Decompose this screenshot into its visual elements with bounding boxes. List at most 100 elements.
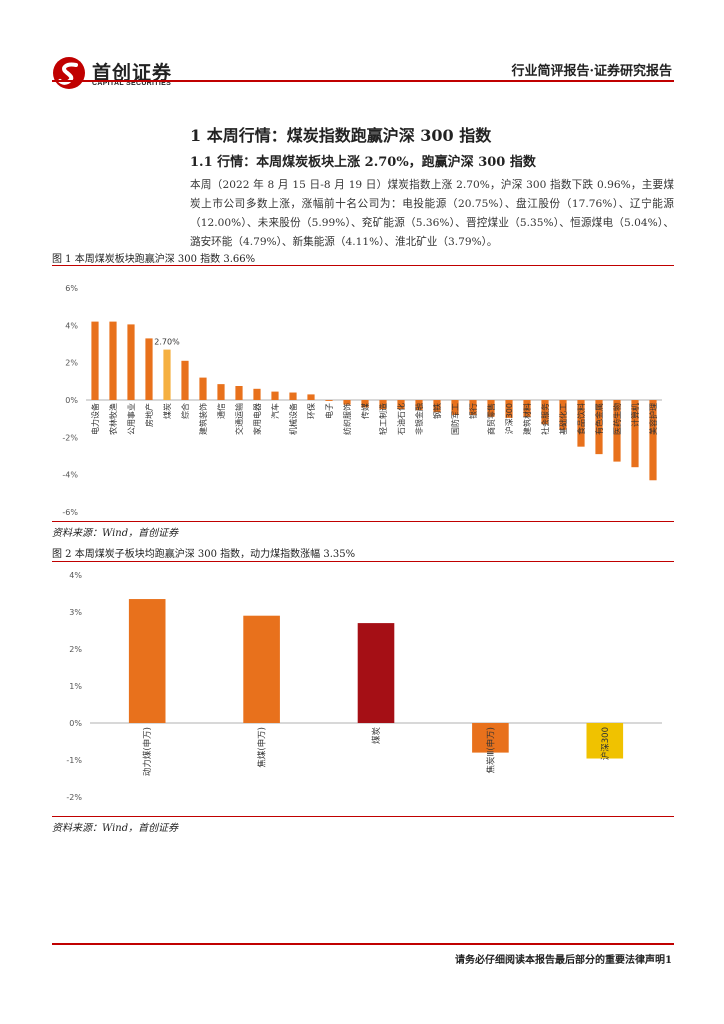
x-tick-label: 通信	[216, 403, 226, 419]
x-tick-label: 公用事业	[126, 403, 136, 435]
y-tick-label: 4%	[69, 571, 82, 580]
x-tick-label: 焦炭Ⅲ(申万)	[485, 727, 496, 774]
bar	[541, 400, 549, 425]
y-tick-label: 3%	[69, 608, 82, 617]
bar	[469, 400, 477, 415]
bar	[289, 392, 297, 400]
brand-name-en: CAPITAL SECURITIES	[92, 80, 172, 87]
bar	[271, 391, 279, 400]
brand-name-cn: 首创证券	[92, 62, 173, 84]
x-tick-label: 建筑装饰	[198, 403, 208, 435]
x-tick-label: 银行	[468, 403, 478, 419]
section-heading: 1 本周行情：煤炭指数跑赢沪深 300 指数	[190, 126, 492, 145]
bar	[163, 349, 171, 400]
y-tick-label: -1%	[66, 756, 82, 765]
bar	[487, 400, 495, 417]
x-tick-label: 钢铁	[432, 403, 442, 419]
footer-divider	[52, 943, 674, 945]
x-tick-label: 电力设备	[90, 403, 100, 435]
figure1-top-rule	[52, 265, 674, 266]
x-tick-label: 动力煤(申万)	[142, 727, 153, 776]
y-tick-label: 4%	[65, 321, 78, 330]
x-tick-label: 交通运输	[234, 403, 244, 435]
x-tick-label: 计算机	[630, 403, 640, 427]
footer-disclaimer-text: 请务必仔细阅读本报告最后部分的重要法律声明	[455, 955, 666, 966]
bar	[472, 723, 509, 753]
bar	[235, 386, 243, 400]
bar	[379, 400, 387, 410]
bar	[397, 400, 405, 410]
y-tick-label: -2%	[62, 433, 78, 442]
y-tick-label: 2%	[65, 359, 78, 368]
figure1-chart: -6% -4% -2% 0% 2% 4% 6% 电力设备 农林牧渔 公用事业 房地产 煤炭 综合 建筑装饰…	[62, 284, 662, 517]
x-tick-label: 机械设备	[288, 403, 298, 435]
x-tick-label: 建筑材料	[522, 403, 532, 435]
header-divider	[52, 80, 674, 82]
figure1-source: 资料来源：Wind，首创证券	[52, 528, 179, 539]
section-subheading: 1.1 行情：本周煤炭板块上涨 2.70%，跑赢沪深 300 指数	[190, 155, 536, 170]
bar	[595, 400, 603, 455]
bar	[577, 400, 585, 447]
x-tick-label: 沪深300	[600, 727, 611, 760]
bar	[523, 400, 531, 417]
brand-logo: 首创证券 CAPITAL SECURITIES	[52, 56, 192, 90]
bar	[433, 400, 441, 413]
y-tick-label: -4%	[62, 471, 78, 480]
y-tick-label: 6%	[65, 284, 78, 293]
figure2-chart: -2% -1% 0% 1% 2% 3% 4% 动力煤(申万) 焦煤(申万) 煤炭 焦炭Ⅲ(申万) 沪深…	[66, 571, 662, 802]
y-tick-label: 0%	[69, 719, 82, 728]
x-tick-label: 国防军工	[450, 403, 460, 435]
y-tick-label: 0%	[65, 396, 78, 405]
bar	[451, 400, 459, 415]
bar	[357, 623, 395, 723]
x-tick-label: 环保	[306, 403, 316, 419]
bar	[145, 338, 153, 400]
bar	[361, 400, 369, 408]
x-tick-label: 医药生物	[612, 403, 622, 435]
bar	[253, 388, 261, 400]
x-tick-label: 食品饮料	[576, 403, 586, 435]
bar	[128, 599, 166, 723]
x-tick-label: 电子	[324, 403, 334, 419]
x-tick-label: 农林牧渔	[108, 403, 118, 435]
figure2-bottom-rule	[52, 816, 674, 817]
bar	[586, 723, 624, 759]
bar	[559, 400, 567, 430]
figure2-title: 图 2 本周煤炭子板块均跑赢沪深 300 指数，动力煤指数涨幅 3.35%	[52, 549, 356, 560]
bar	[631, 400, 639, 468]
section-paragraph: 本周（2022 年 8 月 15 日-8 月 19 日）煤炭指数上涨 2.70%…	[190, 179, 674, 248]
x-tick-label: 沪深300	[504, 403, 514, 434]
x-tick-label: 传媒	[360, 403, 370, 419]
y-tick-label: -6%	[62, 508, 78, 517]
figure2-source: 资料来源：Wind，首创证券	[52, 823, 179, 834]
x-tick-label: 有色金属	[594, 403, 604, 435]
x-tick-label: 美容护理	[648, 403, 658, 435]
report-type: 行业简评报告·证券研究报告	[511, 64, 672, 79]
x-tick-label: 社会服务	[540, 403, 550, 435]
bar	[127, 324, 135, 400]
bar	[649, 400, 657, 481]
bar	[181, 360, 189, 400]
bar	[91, 321, 99, 400]
bar	[325, 400, 333, 401]
bar	[613, 400, 621, 462]
bar	[217, 384, 225, 400]
x-tick-label: 房地产	[144, 403, 154, 427]
x-tick-label: 煤炭	[371, 727, 382, 745]
bar	[505, 400, 513, 418]
x-tick-label: 汽车	[270, 403, 280, 419]
footer-disclaimer: 请务必仔细阅读本报告最后部分的重要法律声明1	[455, 951, 672, 966]
x-tick-label: 非银金融	[414, 403, 424, 435]
y-tick-label: -2%	[66, 793, 82, 802]
data-label: 2.70%	[154, 338, 180, 347]
x-tick-label: 轻工制造	[378, 403, 388, 435]
x-tick-label: 商贸零售	[486, 403, 496, 435]
figure2-top-rule	[52, 561, 674, 562]
bar	[109, 321, 117, 400]
x-tick-label: 基础化工	[558, 403, 568, 435]
y-tick-label: 2%	[69, 645, 82, 654]
y-tick-label: 1%	[69, 682, 82, 691]
page-number: 1	[665, 955, 672, 966]
x-tick-label: 综合	[180, 403, 190, 419]
x-tick-label: 焦煤(申万)	[257, 727, 268, 768]
